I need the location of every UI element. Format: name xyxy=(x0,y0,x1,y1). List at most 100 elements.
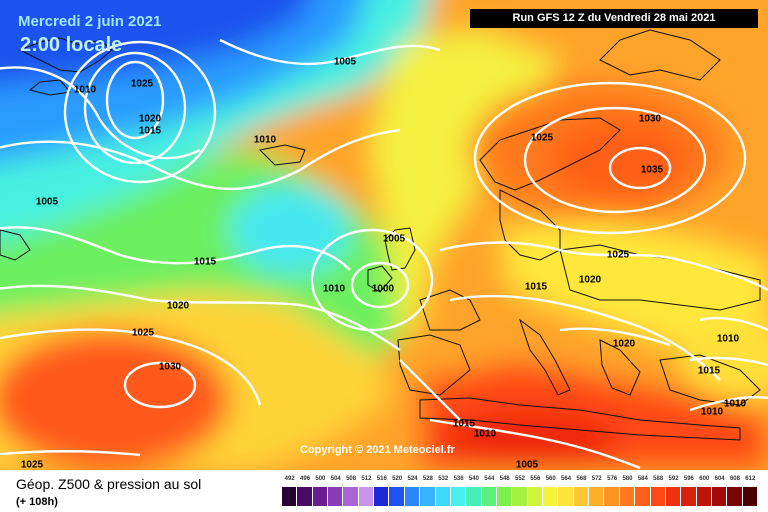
legend-tick-label: 592 xyxy=(668,476,679,482)
legend-tick-label: 492 xyxy=(284,476,295,482)
isobar-label: 1025 xyxy=(20,459,44,471)
legend-tick-label: 596 xyxy=(683,476,694,482)
legend-color-swatch xyxy=(374,487,389,506)
isobar-label: 1015 xyxy=(697,365,721,377)
isobar-label: 1030 xyxy=(158,361,182,373)
legend-color-swatch xyxy=(358,487,374,506)
legend-color-swatch xyxy=(450,487,466,506)
legend-color-swatch xyxy=(312,487,328,506)
legend-color-swatch xyxy=(481,487,496,506)
legend-tick-label: 552 xyxy=(514,476,526,482)
legend-color-swatch xyxy=(589,487,604,506)
legend-tick-label: 576 xyxy=(607,476,618,482)
legend-tick-label: 500 xyxy=(315,476,326,482)
isobar-label: 1025 xyxy=(530,132,554,144)
isobar-label: 1025 xyxy=(131,327,155,339)
legend-tick-label: 584 xyxy=(637,476,648,482)
isobar-label: 1010 xyxy=(716,333,740,345)
legend-color-swatch xyxy=(343,487,358,506)
isobar-label: 1020 xyxy=(578,274,602,286)
legend-color-swatch xyxy=(665,487,681,506)
isobar-label: 1005 xyxy=(333,56,357,68)
isobar-label: 1005 xyxy=(515,459,539,471)
legend-tick-label: 512 xyxy=(361,476,372,482)
legend-tick-label: 564 xyxy=(561,476,572,482)
legend-color-swatch xyxy=(573,487,589,506)
isobar-label: 1015 xyxy=(452,418,476,430)
legend-tick-label: 612 xyxy=(745,476,756,482)
valid-time: 2:00 locale xyxy=(20,34,123,56)
forecast-hour: (+ 108h) xyxy=(16,496,58,508)
legend-color-swatch xyxy=(650,487,665,506)
legend-color-swatch xyxy=(512,487,527,506)
valid-date: Mercredi 2 juin 2021 xyxy=(18,13,162,30)
legend-color-swatch xyxy=(696,487,711,506)
legend-tick-label: 504 xyxy=(330,476,341,482)
legend-tick-label: 588 xyxy=(653,476,664,482)
isobar-label: 1025 xyxy=(606,249,630,261)
legend-tick-label: 544 xyxy=(484,476,495,482)
legend-color-swatch xyxy=(619,487,635,506)
isobar-label: 1010 xyxy=(253,134,277,146)
legend-tick-label: 572 xyxy=(591,476,602,482)
copyright-notice: Copyright © 2021 Meteociel.fr xyxy=(300,444,455,456)
legend-color-swatch xyxy=(527,487,543,506)
isobar-label: 1015 xyxy=(524,281,548,293)
legend-tick-label: 604 xyxy=(714,476,725,482)
isobar-label: 1010 xyxy=(322,283,346,295)
legend-tick-label: 520 xyxy=(392,476,403,482)
footer-panel: Géop. Z500 & pression au sol (+ 108h) 49… xyxy=(0,470,768,512)
isobar-label: 1000 xyxy=(371,283,395,295)
legend-color-swatch xyxy=(389,487,404,506)
legend-color-swatch xyxy=(282,487,297,506)
legend-color-swatch xyxy=(558,487,573,506)
forecast-map: 1010 1025 1020 1015 1005 1010 1005 1015 1020 1025… xyxy=(0,0,768,470)
legend-tick-label: 524 xyxy=(407,476,418,482)
legend-color-swatch xyxy=(404,487,420,506)
legend-color-swatch xyxy=(420,487,435,506)
legend-color-swatch xyxy=(297,487,312,506)
legend-tick-label: 580 xyxy=(622,476,633,482)
legend-tick-label: 560 xyxy=(545,476,556,482)
isobar-label: 1005 xyxy=(35,196,59,208)
legend-color-swatch xyxy=(435,487,450,506)
legend-tick-label: 532 xyxy=(438,476,449,482)
isobar-label: 1010 xyxy=(700,406,724,418)
legend-color-swatch xyxy=(635,487,650,506)
legend-color-swatch xyxy=(727,487,742,506)
legend-color-swatch xyxy=(711,487,727,506)
color-scale-legend: 492 496 500 504 508 512 516 520 524 528 532 536 540 5… xyxy=(282,476,758,510)
map-canvas xyxy=(0,0,768,470)
legend-color-swatch xyxy=(466,487,481,506)
isobars xyxy=(0,38,768,470)
map-caption: Géop. Z500 & pression au sol xyxy=(16,476,202,492)
isobar-label: 1020 xyxy=(612,338,636,350)
legend-tick-label: 528 xyxy=(422,476,433,482)
legend-tick-label: 508 xyxy=(346,476,357,482)
legend-tick-label: 540 xyxy=(468,476,479,482)
isobar-label: 1020 xyxy=(166,300,190,312)
isobar-label: 1015 xyxy=(193,256,217,268)
legend-tick-label: 568 xyxy=(576,476,587,482)
legend-tick-label: 556 xyxy=(530,476,541,482)
isobar-label: 1005 xyxy=(382,233,406,245)
legend-tick-label: 600 xyxy=(699,476,710,482)
isobar-label: 1015 xyxy=(138,125,162,137)
isobar-label: 1020 xyxy=(138,113,162,125)
legend-tick-label: 516 xyxy=(376,476,387,482)
isobar-label: 1010 xyxy=(723,398,747,410)
legend-tick-label: 608 xyxy=(729,476,740,482)
legend-color-swatch xyxy=(742,487,757,506)
isobar-label: 1010 xyxy=(73,84,97,96)
isobar-label: 1010 xyxy=(473,428,497,440)
model-run-banner: Run GFS 12 Z du Vendredi 28 mai 2021 xyxy=(470,9,758,28)
legend-tick-label: 536 xyxy=(453,476,464,482)
isobar-label: 1030 xyxy=(638,113,662,125)
legend-tick-label: 548 xyxy=(499,476,510,482)
legend-color-swatch xyxy=(496,487,512,506)
legend-color-swatch xyxy=(604,487,619,506)
legend-tick-label: 496 xyxy=(300,476,311,482)
isobar-label: 1025 xyxy=(130,78,154,90)
isobar-label: 1035 xyxy=(640,164,664,176)
